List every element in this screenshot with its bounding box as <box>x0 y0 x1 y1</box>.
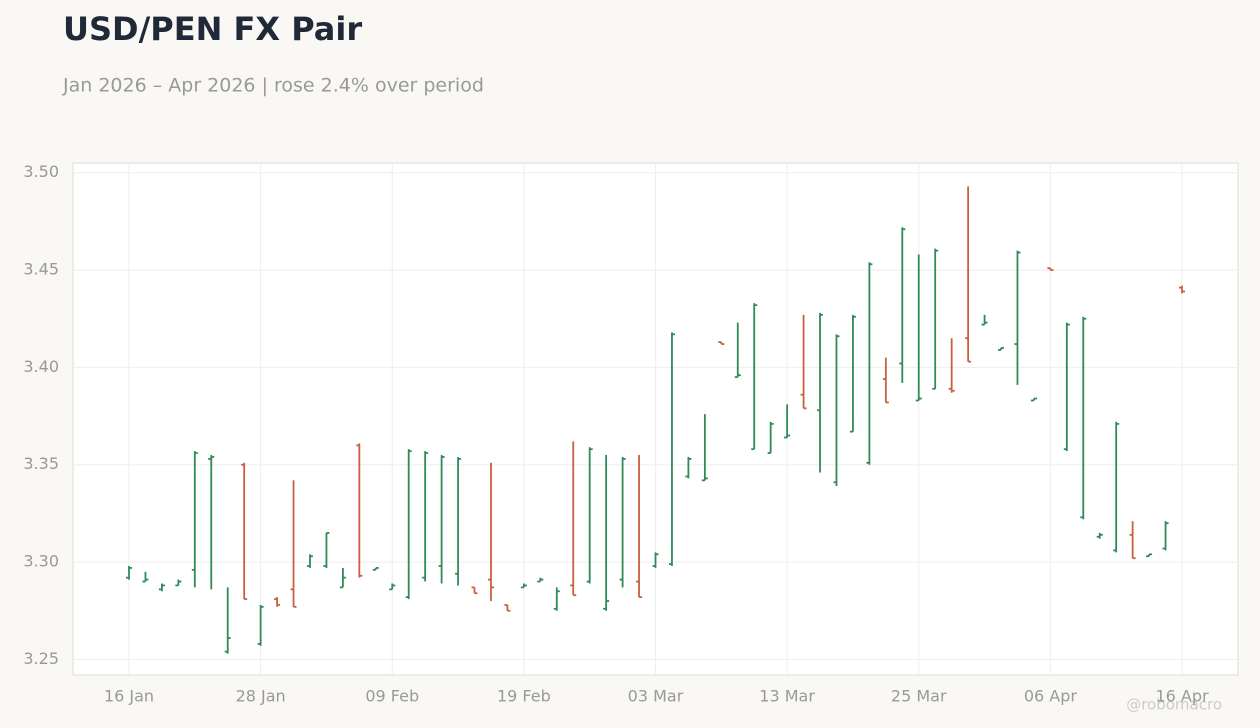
y-tick-label: 3.40 <box>23 357 59 376</box>
y-tick-label: 3.30 <box>23 552 59 571</box>
watermark: @robomacro <box>1126 696 1222 714</box>
y-tick-label: 3.35 <box>23 454 59 473</box>
x-tick-label: 19 Feb <box>497 687 551 706</box>
chart-subtitle: Jan 2026 – Apr 2026 | rose 2.4% over per… <box>62 75 484 97</box>
y-tick-label: 3.25 <box>23 649 59 668</box>
chart-title: USD/PEN FX Pair <box>63 10 362 48</box>
x-tick-label: 03 Mar <box>628 687 684 706</box>
x-tick-label: 25 Mar <box>891 687 947 706</box>
x-tick-label: 13 Mar <box>759 687 815 706</box>
y-tick-label: 3.45 <box>23 260 59 279</box>
x-tick-label: 16 Jan <box>104 687 154 706</box>
y-tick-label: 3.50 <box>23 162 59 181</box>
x-tick-label: 28 Jan <box>236 687 286 706</box>
x-tick-label: 16 Apr <box>1155 687 1209 706</box>
x-tick-label: 09 Feb <box>365 687 419 706</box>
x-tick-label: 06 Apr <box>1024 687 1078 706</box>
